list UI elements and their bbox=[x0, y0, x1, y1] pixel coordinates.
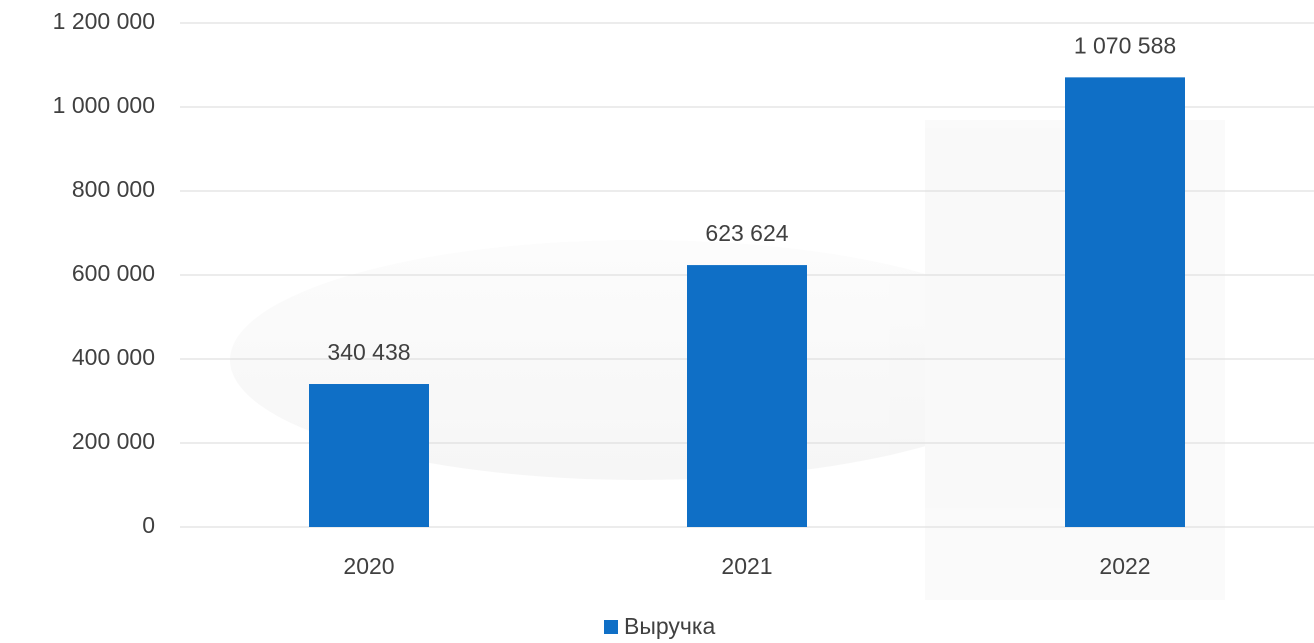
y-tick-label: 0 bbox=[142, 512, 155, 538]
chart: 0 200 000 400 000 600 000 800 000 1 000 000 1 … bbox=[0, 0, 1314, 643]
data-label: 340 438 bbox=[327, 339, 410, 365]
bar bbox=[687, 265, 807, 527]
y-tick-label: 1 200 000 bbox=[53, 8, 155, 34]
legend-label: Выручка bbox=[624, 613, 715, 639]
y-tick-label: 600 000 bbox=[72, 260, 155, 286]
bar bbox=[309, 384, 429, 527]
x-tick-label: 2021 bbox=[721, 553, 772, 579]
page: 0 200 000 400 000 600 000 800 000 1 000 000 1 … bbox=[0, 0, 1314, 643]
x-tick-label: 2020 bbox=[343, 553, 394, 579]
y-tick-label: 1 000 000 bbox=[53, 92, 155, 118]
x-tick-label: 2022 bbox=[1099, 553, 1150, 579]
y-tick-label: 400 000 bbox=[72, 344, 155, 370]
data-label: 1 070 588 bbox=[1074, 32, 1176, 58]
data-label: 623 624 bbox=[705, 220, 788, 246]
bar bbox=[1065, 77, 1185, 527]
y-tick-label: 800 000 bbox=[72, 176, 155, 202]
legend-swatch bbox=[604, 620, 618, 634]
y-tick-label: 200 000 bbox=[72, 428, 155, 454]
